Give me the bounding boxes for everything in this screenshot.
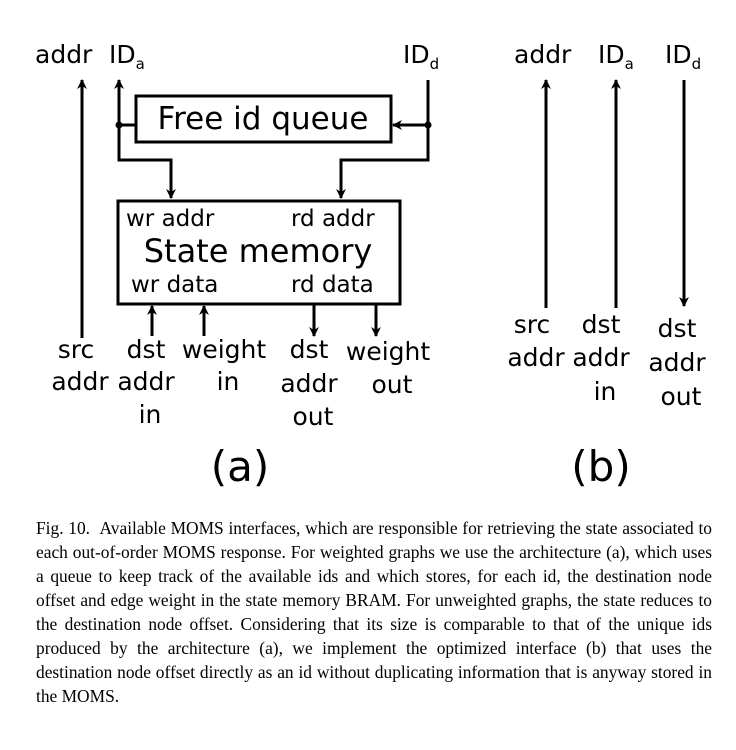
a-dst-addr-out-label: dst addr out — [280, 335, 345, 431]
rd-data-port-label: rd data — [291, 272, 374, 298]
a-top-ida-label: IDa — [109, 40, 145, 73]
state-memory-title: State memory — [144, 232, 373, 270]
b-top-addr-label: addr — [514, 40, 572, 69]
a-src-addr-label: src addr — [51, 335, 109, 396]
state-memory-box — [116, 199, 402, 306]
b-src-addr-label: src addr — [507, 310, 565, 372]
free-id-queue-box — [134, 94, 393, 144]
b-top-ida-label: IDa — [598, 40, 634, 73]
panel-a: addr IDa IDd Free id queue wr addr rd ad… — [35, 40, 439, 491]
panel-b-label: (b) — [571, 442, 630, 491]
wr-addr-port-label: wr addr — [126, 206, 215, 232]
a-rd-addr-arrow — [336, 125, 430, 199]
figure-caption: Fig. 10. Available MOMS interfaces, whic… — [36, 516, 712, 708]
b-dst-addr-in-label: dst addr in — [572, 310, 637, 406]
wr-data-port-label: wr data — [131, 272, 218, 298]
panel-a-label: (a) — [211, 442, 270, 491]
a-wr-addr-arrow — [117, 125, 176, 199]
free-id-queue-label: Free id queue — [158, 101, 369, 137]
b-dst-addr-out-label: dst addr out — [648, 314, 713, 411]
rd-addr-port-label: rd addr — [291, 206, 375, 232]
moms-interfaces-diagram: addr IDa IDd Free id queue wr addr rd ad… — [35, 40, 713, 491]
panel-b: addr IDa IDd src addr dst addr in dst ad… — [507, 40, 713, 491]
a-top-addr-label: addr — [35, 40, 93, 69]
b-top-idd-label: IDd — [665, 40, 701, 73]
a-weight-out-label: weight out — [346, 337, 438, 399]
a-weight-in-label: weight in — [182, 335, 274, 396]
caption-text: Available MOMS interfaces, which are res… — [36, 518, 712, 706]
a-top-idd-label: IDd — [403, 40, 439, 73]
caption-label: Fig. 10. — [36, 518, 91, 538]
a-dst-addr-in-label: dst addr in — [117, 335, 182, 429]
